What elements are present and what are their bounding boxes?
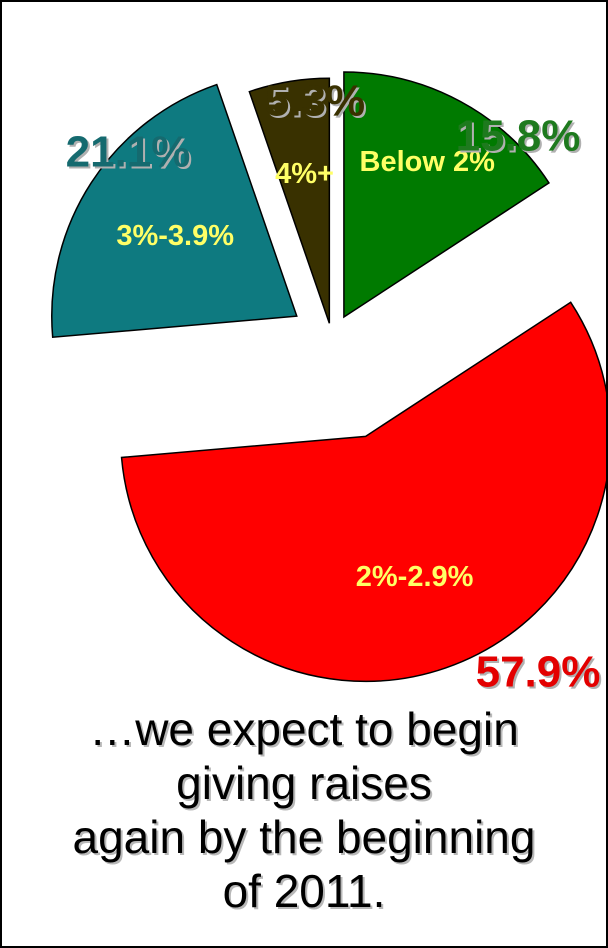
slice-value-label-4: 5.3% [265,77,365,126]
pie-slice-1 [343,71,550,319]
pie-slice-4 [248,77,331,324]
slice-value-shadow-3: 21.1% [68,130,193,179]
slice-category-label-3: 3%-3.9% [116,220,234,252]
slice-category-label-2: 2%-2.9% [356,561,474,593]
caption-line-3: again by the beginning [72,811,536,863]
caption-line-2: giving raises [176,757,432,809]
caption: …we expect to begin giving raises again … [2,702,606,918]
slice-value-label-2: 57.9% [476,648,601,697]
caption-line-1: …we expect to begin [89,703,519,755]
slice-category-label-4: 4%+ [275,158,334,190]
pie-slice-2 [120,301,606,683]
slice-value-shadow-1: 15.8% [458,114,583,163]
caption-line-4: of 2011. [222,865,386,917]
slice-value-label-3: 21.1% [66,128,191,177]
slice-value-shadow-4: 5.3% [267,79,367,128]
slice-value-label-1: 15.8% [456,112,581,161]
pie-chart: Below 2%2%-2.9%3%-3.9%4%+15.8%15.8%57.9%… [51,71,606,699]
slice-category-label-1: Below 2% [360,146,496,178]
pie-slice-3 [51,83,298,339]
slice-value-shadow-2: 57.9% [478,650,603,699]
